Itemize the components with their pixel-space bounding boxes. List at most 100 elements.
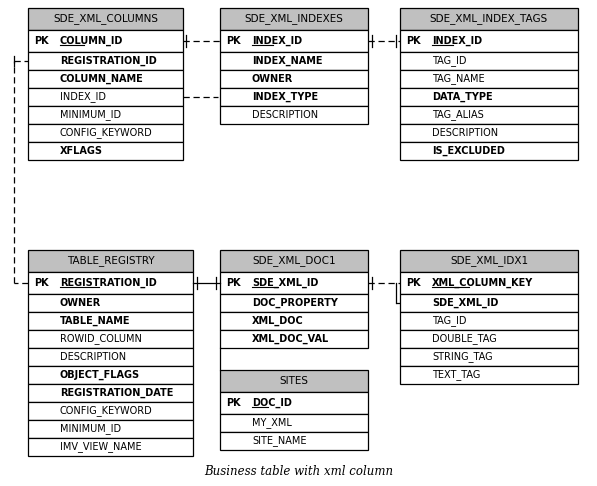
- Bar: [400, 8, 578, 30]
- Bar: [400, 250, 578, 272]
- Bar: [220, 30, 368, 52]
- Text: REGISTRATION_ID: REGISTRATION_ID: [60, 56, 157, 66]
- Text: PK: PK: [226, 36, 241, 46]
- Text: DESCRIPTION: DESCRIPTION: [252, 110, 318, 120]
- Text: SDE_XML_DOC1: SDE_XML_DOC1: [252, 256, 336, 266]
- Text: REGISTRATION_DATE: REGISTRATION_DATE: [60, 388, 173, 398]
- Bar: [400, 106, 578, 124]
- Text: INDEX_NAME: INDEX_NAME: [252, 56, 322, 66]
- Text: TABLE_NAME: TABLE_NAME: [60, 316, 131, 326]
- Text: ROWID_COLUMN: ROWID_COLUMN: [60, 333, 142, 345]
- Text: INDEX_TYPE: INDEX_TYPE: [252, 92, 318, 102]
- Text: Business table with xml column: Business table with xml column: [204, 465, 393, 478]
- Text: SDE_XML_INDEX_TAGS: SDE_XML_INDEX_TAGS: [430, 14, 548, 24]
- Bar: [28, 142, 183, 160]
- Bar: [220, 70, 368, 88]
- Text: TABLE_REGISTRY: TABLE_REGISTRY: [67, 256, 154, 266]
- Text: REGISTRATION_ID: REGISTRATION_ID: [60, 278, 157, 288]
- Bar: [220, 272, 368, 294]
- Bar: [28, 70, 183, 88]
- Text: PK: PK: [34, 36, 48, 46]
- Text: SITES: SITES: [279, 376, 309, 386]
- Bar: [220, 432, 368, 450]
- Bar: [28, 294, 193, 312]
- Text: PK: PK: [406, 36, 421, 46]
- Bar: [400, 142, 578, 160]
- Text: XML_DOC_VAL: XML_DOC_VAL: [252, 334, 330, 344]
- Bar: [400, 330, 578, 348]
- Text: STRING_TAG: STRING_TAG: [432, 351, 493, 363]
- Bar: [28, 30, 183, 52]
- Text: DOUBLE_TAG: DOUBLE_TAG: [432, 333, 497, 345]
- Bar: [28, 402, 193, 420]
- Bar: [400, 70, 578, 88]
- Bar: [400, 124, 578, 142]
- Text: XML_COLUMN_KEY: XML_COLUMN_KEY: [432, 278, 533, 288]
- Bar: [28, 438, 193, 456]
- Text: SITE_NAME: SITE_NAME: [252, 435, 306, 447]
- Text: PK: PK: [406, 278, 421, 288]
- Text: XFLAGS: XFLAGS: [60, 146, 103, 156]
- Bar: [28, 106, 183, 124]
- Bar: [400, 312, 578, 330]
- Bar: [220, 88, 368, 106]
- Text: COLUMN_NAME: COLUMN_NAME: [60, 74, 144, 84]
- Bar: [28, 384, 193, 402]
- Bar: [28, 124, 183, 142]
- Bar: [220, 106, 368, 124]
- Bar: [400, 366, 578, 384]
- Text: DOC_PROPERTY: DOC_PROPERTY: [252, 298, 338, 308]
- Text: INDEX_ID: INDEX_ID: [252, 36, 302, 46]
- Bar: [28, 250, 193, 272]
- Bar: [400, 348, 578, 366]
- Bar: [220, 250, 368, 272]
- Bar: [28, 330, 193, 348]
- Bar: [28, 88, 183, 106]
- Text: MY_XML: MY_XML: [252, 417, 292, 429]
- Text: MINIMUM_ID: MINIMUM_ID: [60, 423, 121, 434]
- Text: SDE_XML_ID: SDE_XML_ID: [252, 278, 318, 288]
- Bar: [220, 52, 368, 70]
- Bar: [220, 414, 368, 432]
- Text: DATA_TYPE: DATA_TYPE: [432, 92, 493, 102]
- Text: TEXT_TAG: TEXT_TAG: [432, 369, 481, 381]
- Text: DOC_ID: DOC_ID: [252, 398, 292, 408]
- Bar: [400, 52, 578, 70]
- Text: SDE_XML_ID: SDE_XML_ID: [432, 298, 498, 308]
- Text: CONFIG_KEYWORD: CONFIG_KEYWORD: [60, 127, 153, 139]
- Bar: [28, 420, 193, 438]
- Bar: [28, 366, 193, 384]
- Text: CONFIG_KEYWORD: CONFIG_KEYWORD: [60, 405, 153, 417]
- Text: IS_EXCLUDED: IS_EXCLUDED: [432, 146, 505, 156]
- Text: XML_DOC: XML_DOC: [252, 316, 304, 326]
- Text: PK: PK: [226, 398, 241, 408]
- Text: DESCRIPTION: DESCRIPTION: [432, 128, 498, 138]
- Text: SDE_XML_INDEXES: SDE_XML_INDEXES: [245, 14, 343, 24]
- Text: DESCRIPTION: DESCRIPTION: [60, 352, 126, 362]
- Bar: [28, 312, 193, 330]
- Text: OWNER: OWNER: [60, 298, 101, 308]
- Bar: [220, 294, 368, 312]
- Bar: [400, 294, 578, 312]
- Text: MINIMUM_ID: MINIMUM_ID: [60, 109, 121, 121]
- Bar: [220, 392, 368, 414]
- Text: PK: PK: [34, 278, 48, 288]
- Bar: [400, 30, 578, 52]
- Bar: [220, 330, 368, 348]
- Text: OBJECT_FLAGS: OBJECT_FLAGS: [60, 370, 140, 380]
- Text: OWNER: OWNER: [252, 74, 293, 84]
- Text: IMV_VIEW_NAME: IMV_VIEW_NAME: [60, 442, 141, 452]
- Bar: [28, 8, 183, 30]
- Bar: [220, 8, 368, 30]
- Text: SDE_XML_COLUMNS: SDE_XML_COLUMNS: [53, 14, 158, 24]
- Text: TAG_ID: TAG_ID: [432, 55, 466, 67]
- Text: TAG_NAME: TAG_NAME: [432, 73, 485, 85]
- Text: INDEX_ID: INDEX_ID: [60, 91, 106, 103]
- Bar: [400, 272, 578, 294]
- Text: TAG_ALIAS: TAG_ALIAS: [432, 109, 484, 121]
- Bar: [28, 272, 193, 294]
- Bar: [28, 52, 183, 70]
- Bar: [220, 312, 368, 330]
- Bar: [28, 348, 193, 366]
- Text: INDEX_ID: INDEX_ID: [432, 36, 482, 46]
